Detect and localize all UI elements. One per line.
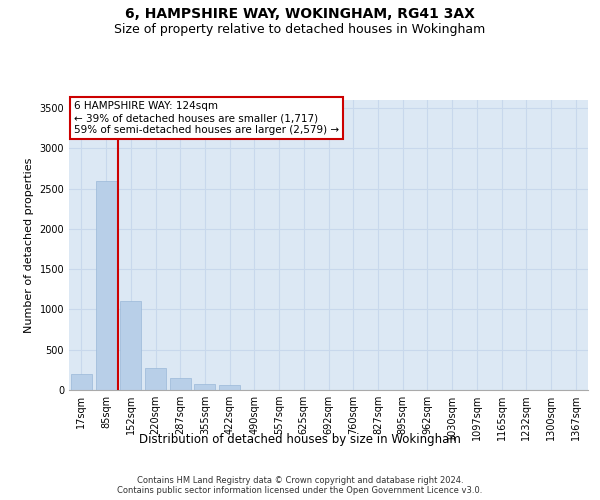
Bar	[145, 368, 166, 390]
Text: Size of property relative to detached houses in Wokingham: Size of property relative to detached ho…	[115, 22, 485, 36]
Bar	[71, 374, 92, 390]
Bar	[95, 180, 116, 390]
Text: Distribution of detached houses by size in Wokingham: Distribution of detached houses by size …	[139, 432, 461, 446]
Y-axis label: Number of detached properties: Number of detached properties	[24, 158, 34, 332]
Text: 6 HAMPSHIRE WAY: 124sqm
← 39% of detached houses are smaller (1,717)
59% of semi: 6 HAMPSHIRE WAY: 124sqm ← 39% of detache…	[74, 102, 340, 134]
Text: Contains HM Land Registry data © Crown copyright and database right 2024.
Contai: Contains HM Land Registry data © Crown c…	[118, 476, 482, 495]
Bar	[170, 378, 191, 390]
Text: 6, HAMPSHIRE WAY, WOKINGHAM, RG41 3AX: 6, HAMPSHIRE WAY, WOKINGHAM, RG41 3AX	[125, 8, 475, 22]
Bar	[219, 385, 240, 390]
Bar	[120, 302, 141, 390]
Bar	[194, 384, 215, 390]
